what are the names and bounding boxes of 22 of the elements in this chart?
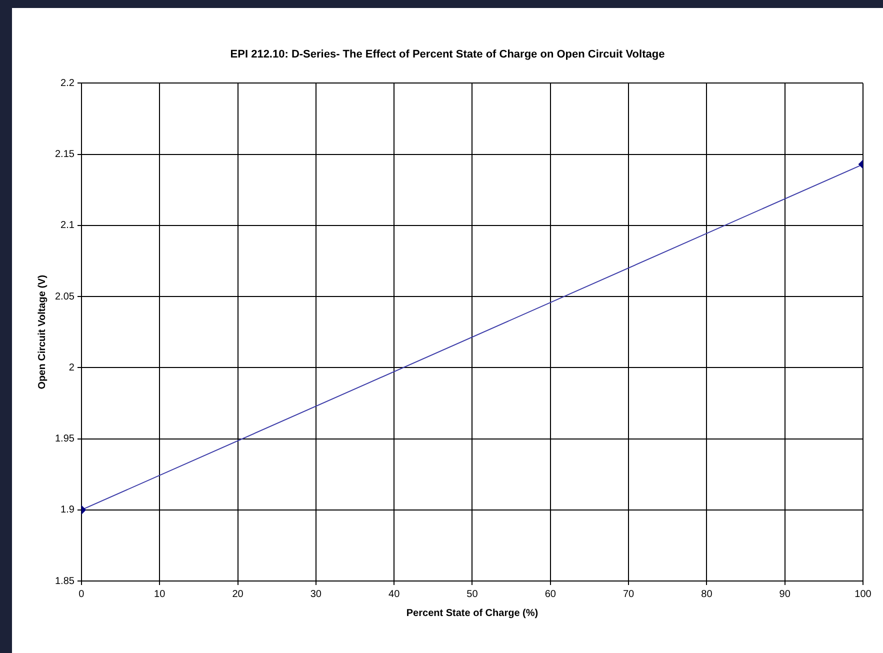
y-tick-label: 2.05	[54, 291, 75, 302]
chart-title: EPI 212.10: D-Series- The Effect of Percent State of Charge on Open Circuit Voltage	[230, 48, 665, 61]
x-tick-label: 60	[544, 588, 556, 600]
x-axis-title: Percent State of Charge (%)	[406, 608, 538, 619]
x-tick-label: 90	[779, 588, 791, 600]
x-tick-label: 100	[854, 588, 872, 600]
x-tick-label: 10	[154, 588, 166, 600]
y-tick-label: 2.15	[54, 149, 75, 160]
y-tick-label: 2.2	[60, 78, 75, 89]
x-tick-label: 20	[232, 588, 244, 600]
x-tick-label: 80	[701, 588, 713, 600]
y-tick-label: 1.95	[54, 434, 75, 445]
y-axis-title: Open Circuit Voltage (V)	[36, 274, 48, 390]
x-tick-label: 0	[78, 588, 85, 600]
y-tick-label: 1.85	[54, 576, 75, 587]
y-tick-label: 2.1	[60, 220, 75, 232]
y-tick-label: 2	[68, 362, 75, 374]
x-tick-label: 30	[310, 588, 322, 600]
x-tick-label: 50	[466, 588, 478, 600]
x-tick-label: 70	[622, 588, 635, 600]
y-tick-label: 1.9	[60, 504, 75, 516]
x-tick-label: 40	[388, 588, 400, 600]
